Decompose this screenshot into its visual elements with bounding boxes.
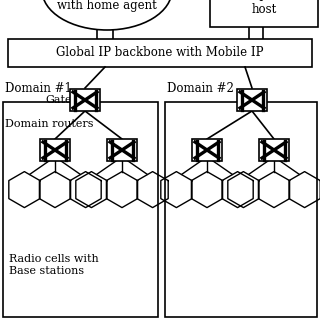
- Text: Home network
with home agent: Home network with home agent: [57, 0, 157, 12]
- FancyBboxPatch shape: [210, 0, 318, 27]
- FancyBboxPatch shape: [165, 102, 317, 317]
- FancyBboxPatch shape: [192, 139, 222, 161]
- Text: Global IP backbone with Mobile IP: Global IP backbone with Mobile IP: [56, 46, 264, 60]
- FancyBboxPatch shape: [40, 139, 70, 161]
- Text: Domain #1: Domain #1: [5, 83, 72, 95]
- Text: Domain #2: Domain #2: [167, 83, 234, 95]
- Text: Domain routers: Domain routers: [5, 119, 93, 129]
- Text: Correspondent
host: Correspondent host: [220, 0, 308, 16]
- FancyBboxPatch shape: [237, 89, 267, 111]
- FancyBboxPatch shape: [8, 39, 312, 67]
- FancyBboxPatch shape: [259, 139, 289, 161]
- Text: Radio cells with
Base stations: Radio cells with Base stations: [9, 254, 99, 276]
- Text: Gateway: Gateway: [45, 95, 94, 105]
- FancyBboxPatch shape: [70, 89, 100, 111]
- Ellipse shape: [42, 0, 172, 30]
- FancyBboxPatch shape: [107, 139, 137, 161]
- FancyBboxPatch shape: [3, 102, 158, 317]
